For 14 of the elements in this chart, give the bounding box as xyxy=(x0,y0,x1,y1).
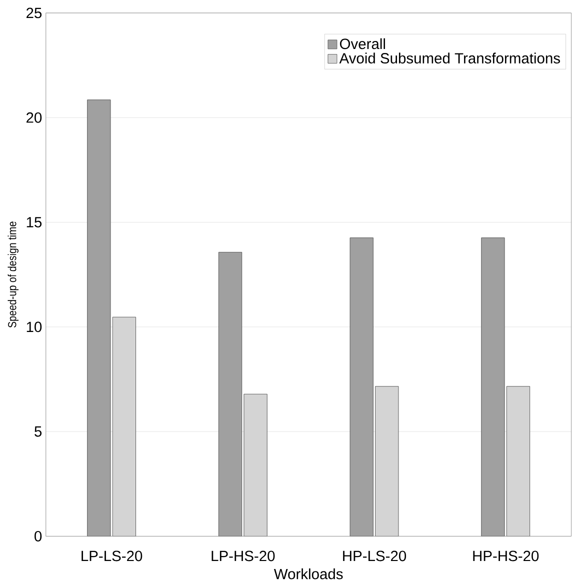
x-tick-label: HP-LS-20 xyxy=(343,550,406,562)
x-tick-label: LP-LS-20 xyxy=(82,550,142,562)
x-tick-label: HP-HS-20 xyxy=(473,550,539,562)
y-tick-label: 20 xyxy=(26,112,42,123)
y-tick-label: 0 xyxy=(34,530,42,542)
y-tick-label: 25 xyxy=(26,8,42,18)
x-tick-label: LP-HS-20 xyxy=(212,550,275,562)
y-tick-label: 10 xyxy=(27,322,42,332)
legend-label: Avoid Subsumed Transformations xyxy=(339,52,560,64)
legend-label: Overall xyxy=(340,38,386,50)
y-tick-label: 15 xyxy=(27,217,42,228)
y-axis-title: Speed-up of design time xyxy=(8,222,19,328)
x-axis-title: Workloads xyxy=(274,568,343,580)
y-tick-label: 5 xyxy=(34,426,42,437)
